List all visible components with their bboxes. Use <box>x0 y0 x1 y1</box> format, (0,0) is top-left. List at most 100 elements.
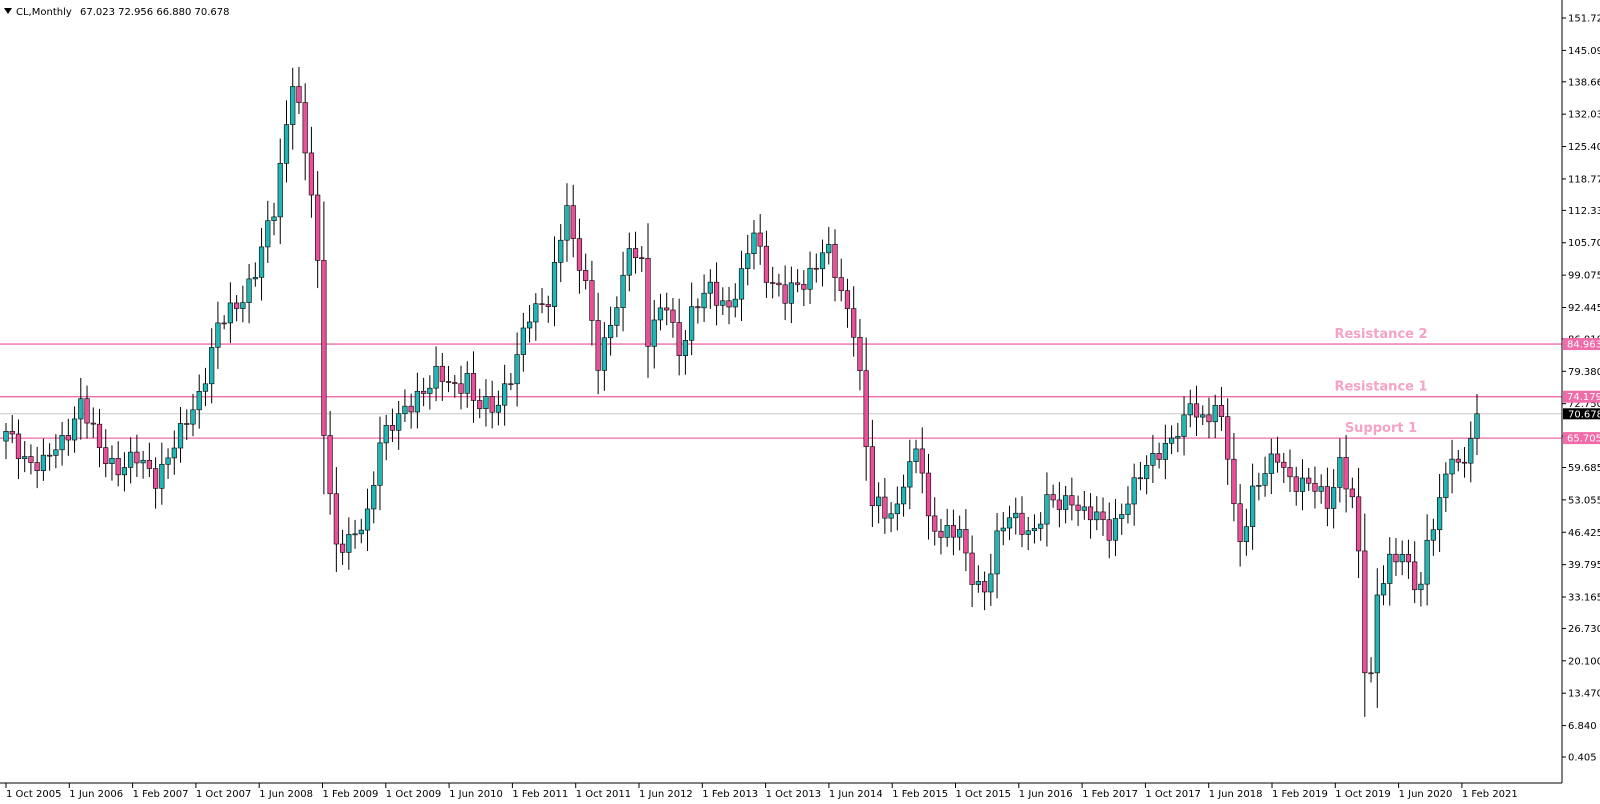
candle-body <box>308 152 315 196</box>
candle-body <box>190 409 196 425</box>
candle <box>645 223 651 378</box>
candle-body <box>876 496 882 507</box>
candle-body <box>570 205 576 239</box>
candle-body <box>583 270 589 281</box>
candle-body <box>1069 495 1075 506</box>
candle-body <box>3 430 9 442</box>
candle-body <box>489 396 495 413</box>
candle-body <box>1380 583 1387 596</box>
candle <box>28 444 34 475</box>
candle-body <box>925 472 932 517</box>
candle-body <box>1006 517 1013 529</box>
candle-body <box>1281 461 1287 468</box>
candle-body <box>1299 477 1306 492</box>
candle <box>1168 425 1175 455</box>
level-price-tags: 84.963 74.179 65.705 <box>1563 338 1600 445</box>
candle <box>844 278 851 328</box>
time-tick-label: 1 Jun 2010 <box>449 789 503 800</box>
candle-body <box>832 244 838 278</box>
candle-body <box>53 449 59 456</box>
candle <box>1013 497 1019 535</box>
candle-body <box>22 456 28 459</box>
candle <box>1368 657 1374 683</box>
candle <box>421 377 427 407</box>
candle-body <box>134 451 140 464</box>
candle <box>1075 495 1081 526</box>
candle <box>1418 572 1424 607</box>
candle-body <box>988 573 994 593</box>
candle-body <box>932 515 938 532</box>
symbol-timeframe-label: CL,Monthly <box>16 7 72 18</box>
time-tick-label: 1 Feb 2017 <box>1082 789 1138 800</box>
candle-body <box>1056 499 1062 510</box>
candle <box>863 337 869 481</box>
candles <box>3 67 1480 717</box>
candle-body <box>234 302 240 309</box>
candle-body <box>84 398 90 424</box>
candle <box>84 385 90 439</box>
candle-body <box>152 468 159 489</box>
candle-body <box>383 425 389 444</box>
candle <box>801 270 807 307</box>
candle <box>664 292 670 326</box>
candle-body <box>1187 403 1193 416</box>
candle <box>59 421 65 466</box>
candle <box>888 502 894 533</box>
time-axis[interactable]: 1 Oct 2005 1 Jun 2006 1 Feb 2007 1 Oct 2007… <box>5 783 1518 800</box>
candle <box>526 304 533 343</box>
candle-body <box>1094 511 1100 521</box>
candle-body <box>252 277 258 280</box>
candle-body <box>576 238 583 271</box>
candle <box>1387 537 1393 606</box>
candle-body <box>1075 504 1081 511</box>
candle-body <box>246 278 252 303</box>
candle-body <box>826 244 832 254</box>
current-price-tag-box <box>1563 408 1600 420</box>
candle-body <box>882 496 888 519</box>
candle-body <box>539 303 545 306</box>
candle <box>776 273 782 297</box>
candle-body <box>1044 494 1050 525</box>
candle-body <box>339 543 346 553</box>
candle <box>757 214 763 265</box>
candle-body <box>302 102 308 154</box>
candle-body <box>707 281 713 294</box>
candle <box>508 372 514 391</box>
candle <box>71 406 78 453</box>
candle <box>277 138 283 244</box>
candle <box>1231 432 1237 522</box>
candle <box>701 274 707 322</box>
time-tick-label: 1 Oct 2019 <box>1335 789 1390 800</box>
candle <box>146 442 152 477</box>
candle <box>1337 438 1343 503</box>
candle-body <box>128 451 134 468</box>
candle <box>1162 424 1168 480</box>
candle-body <box>670 309 676 323</box>
candle <box>726 286 732 325</box>
candle-body <box>146 459 152 469</box>
candle-body <box>1287 467 1293 478</box>
dropdown-triangle-icon[interactable] <box>4 8 12 14</box>
candle-body <box>1193 403 1200 418</box>
candle <box>78 377 84 440</box>
candle-body <box>1050 494 1056 501</box>
candle <box>1443 462 1449 512</box>
candle <box>639 246 645 273</box>
candle <box>258 228 265 301</box>
candle-body <box>333 493 339 545</box>
time-tick-label: 1 Jun 2014 <box>829 789 883 800</box>
candle <box>1150 434 1156 483</box>
candle-body <box>1331 487 1337 509</box>
candle-body <box>726 300 732 308</box>
candle-body <box>452 382 458 385</box>
candle-body <box>1112 518 1119 541</box>
candle-body <box>1119 514 1125 519</box>
candle-body <box>427 387 433 394</box>
candle <box>290 67 296 150</box>
candle <box>1468 421 1474 483</box>
candle-body <box>121 467 128 476</box>
chart-header: CL,Monthly 67.023 72.956 66.880 70.678 <box>4 7 230 18</box>
candle <box>1175 422 1181 453</box>
